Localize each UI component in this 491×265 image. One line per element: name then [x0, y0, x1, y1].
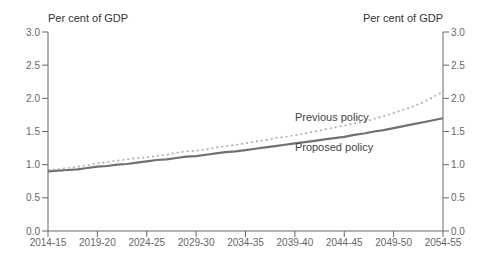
svg-text:2014-15: 2014-15 [30, 237, 67, 248]
svg-text:3.0: 3.0 [451, 27, 465, 38]
svg-text:1.5: 1.5 [26, 126, 40, 137]
svg-text:Proposed policy: Proposed policy [295, 141, 374, 153]
svg-text:1.5: 1.5 [451, 126, 465, 137]
svg-text:2.0: 2.0 [451, 93, 465, 104]
html-text:Per cent of GDP: Per cent of GDP [362, 12, 443, 24]
svg-text:2.5: 2.5 [451, 60, 465, 71]
svg-text:2049-50: 2049-50 [375, 237, 412, 248]
svg-text:1.0: 1.0 [451, 159, 465, 170]
svg-text:0.5: 0.5 [451, 192, 465, 203]
svg-text:2034-35: 2034-35 [227, 237, 264, 248]
svg-text:0.5: 0.5 [26, 192, 40, 203]
svg-text:2019-20: 2019-20 [79, 237, 116, 248]
svg-text:2024-25: 2024-25 [128, 237, 165, 248]
svg-text:1.0: 1.0 [26, 159, 40, 170]
svg-text:2.0: 2.0 [26, 93, 40, 104]
svg-text:2039-40: 2039-40 [277, 237, 314, 248]
html-text:Per cent of GDP: Per cent of GDP [48, 12, 129, 24]
svg-text:0.0: 0.0 [451, 226, 465, 237]
svg-text:2054-55: 2054-55 [425, 237, 462, 248]
svg-text:3.0: 3.0 [26, 27, 40, 38]
svg-text:Previous policy: Previous policy [295, 111, 369, 123]
svg-text:2029-30: 2029-30 [178, 237, 215, 248]
svg-text:0.0: 0.0 [26, 226, 40, 237]
svg-text:2.5: 2.5 [26, 60, 40, 71]
svg-text:2044-45: 2044-45 [326, 237, 363, 248]
